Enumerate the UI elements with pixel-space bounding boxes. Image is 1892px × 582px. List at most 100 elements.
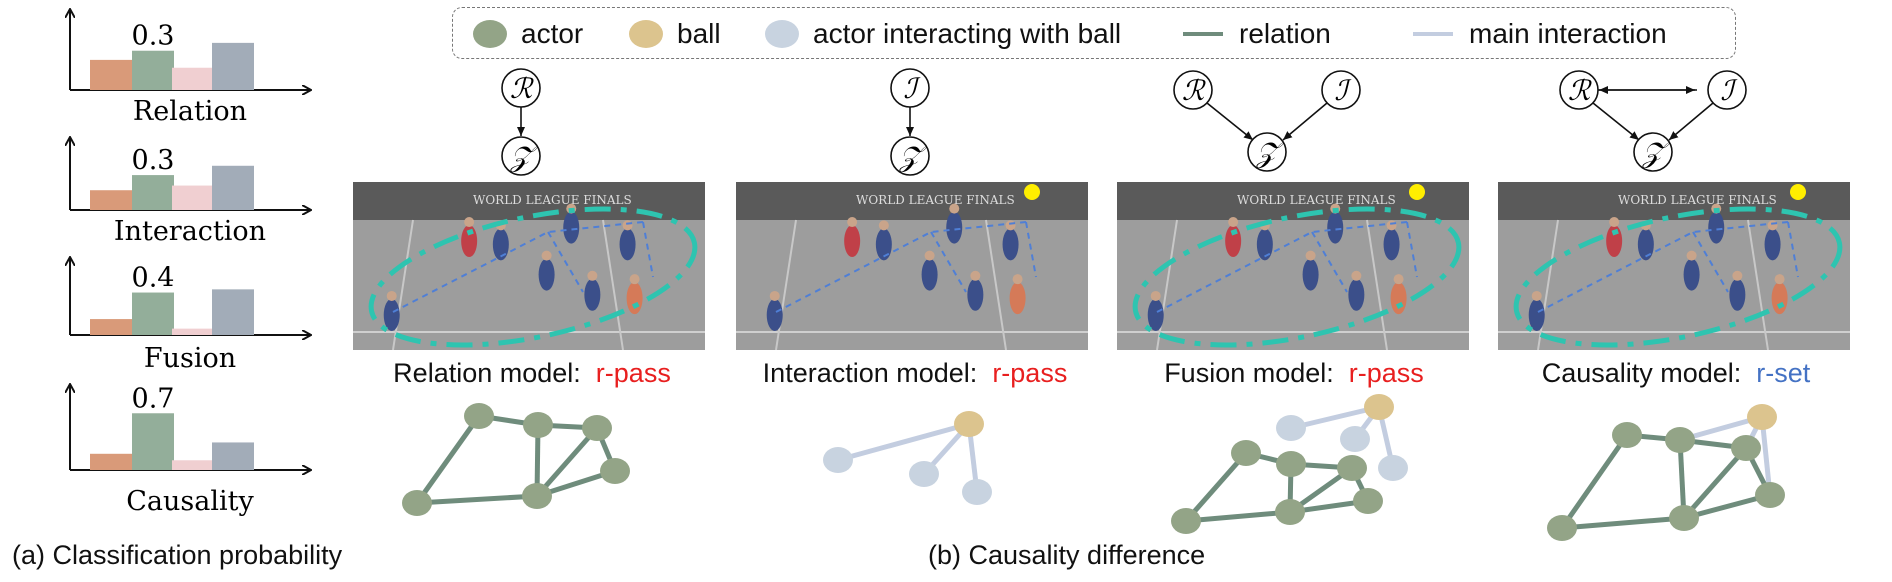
- interacting-actor-node: [962, 479, 992, 505]
- model-prediction: r-set: [1756, 358, 1811, 388]
- legend-item-ball: ball: [629, 8, 721, 60]
- video-frame-3: WORLD LEAGUE FINALS: [1498, 182, 1850, 350]
- bar: [212, 165, 254, 210]
- interacting-actor-node: [1378, 455, 1408, 481]
- node-r-label: ℛ: [510, 72, 534, 105]
- actor-node: [1275, 499, 1305, 525]
- bar: [172, 460, 214, 470]
- interacting-actor-dot-icon: [765, 20, 799, 48]
- bar-chart-1: 0.3 Interaction: [70, 138, 310, 247]
- actor-dot-icon: [473, 20, 507, 48]
- node-r: [501, 68, 541, 108]
- model-label-interaction: Interaction model: r-pass: [763, 358, 1068, 389]
- ball-node: [954, 411, 984, 437]
- interaction-graphs: [402, 394, 1785, 541]
- legend-item-relation: relation: [1183, 8, 1331, 60]
- actor-node: [1731, 435, 1761, 461]
- court-scene: WORLD LEAGUE FINALS: [353, 182, 705, 350]
- bar-chart-3: 0.7 Causality: [70, 383, 310, 517]
- video-frame-2: WORLD LEAGUE FINALS: [1117, 182, 1469, 350]
- bar: [132, 175, 174, 210]
- main-interaction-line-icon: [1413, 32, 1453, 36]
- svg-text:WORLD LEAGUE FINALS: WORLD LEAGUE FINALS: [856, 193, 1015, 207]
- model-name: Interaction model:: [762, 358, 978, 388]
- node-r: [1173, 70, 1213, 110]
- actor-node: [1231, 440, 1261, 466]
- ball-node: [1747, 404, 1777, 430]
- model-prediction: r-pass: [1348, 358, 1424, 388]
- node-z: [1633, 132, 1673, 172]
- legend: actor ball actor interacting with ball r…: [452, 7, 1736, 59]
- legend-label: ball: [677, 18, 721, 49]
- svg-text:WORLD LEAGUE FINALS: WORLD LEAGUE FINALS: [1237, 193, 1396, 207]
- ball-node: [1364, 394, 1394, 420]
- actor-node: [1337, 455, 1367, 481]
- actor-node: [1612, 422, 1642, 448]
- actor-node: [1755, 482, 1785, 508]
- bar: [132, 413, 174, 470]
- node-r-label: ℛ: [1568, 74, 1592, 107]
- node-i: [1707, 70, 1747, 110]
- actor-node: [1353, 488, 1383, 514]
- causal-graph-fusion: ℛ ℐ 𝒵: [1173, 70, 1361, 172]
- model-label-causality: Causality model: r-set: [1542, 358, 1811, 389]
- causal-graph-interaction: ℐ 𝒵: [890, 68, 930, 176]
- graph-fusion: [1171, 394, 1408, 534]
- court-scene: WORLD LEAGUE FINALS: [1498, 182, 1850, 350]
- bar: [90, 190, 132, 210]
- bar: [212, 442, 254, 470]
- video-frame-0: WORLD LEAGUE FINALS: [353, 182, 705, 350]
- model-name: Causality model:: [1541, 358, 1742, 388]
- actor-node: [522, 483, 552, 509]
- bar: [90, 59, 132, 90]
- bar: [212, 289, 254, 335]
- probability-charts: 0.3 Relation 0.3 Interaction 0.4 Fusion 0.7 Cau…: [0, 0, 330, 517]
- interacting-actor-node: [1340, 426, 1370, 452]
- actor-node: [1276, 451, 1306, 477]
- edge-r-z: [1206, 102, 1254, 141]
- legend-item-actor-interacting: actor interacting with ball: [765, 8, 1121, 60]
- causal-graph-relation: ℛ 𝒵: [501, 68, 541, 176]
- model-label-fusion: Fusion model: r-pass: [1164, 358, 1424, 389]
- graph-interaction: [837, 421, 980, 493]
- relation-line-icon: [1183, 32, 1223, 36]
- model-label-relation: Relation model: r-pass: [393, 358, 671, 389]
- ball-dot-icon: [629, 20, 663, 48]
- actor-node: [600, 458, 630, 484]
- bar: [90, 319, 132, 335]
- actor-node: [1669, 505, 1699, 531]
- actor-node: [582, 415, 612, 441]
- legend-label: actor: [521, 18, 584, 49]
- actor-node: [402, 490, 432, 516]
- data-label: 0.4: [132, 263, 175, 294]
- actor-node: [523, 412, 553, 438]
- data-label: 0.3: [132, 145, 175, 176]
- node-z: [890, 136, 930, 176]
- causal-graph-causality: ℛ ℐ 𝒵: [1559, 70, 1747, 172]
- graph-causality: [1547, 404, 1785, 541]
- chart-title: Fusion: [144, 343, 236, 374]
- causal-graphs: ℛ 𝒵 ℐ 𝒵 ℛ ℐ 𝒵 ℛ ℐ 𝒵: [501, 68, 1747, 176]
- data-label: 0.3: [132, 21, 175, 52]
- actor-node: [464, 403, 494, 429]
- graph-interaction-nodes: [823, 411, 992, 505]
- legend-item-main-interaction: main interaction: [1413, 8, 1667, 60]
- data-label: 0.7: [132, 383, 175, 414]
- bar: [172, 67, 214, 90]
- interacting-actor-node: [1276, 415, 1306, 441]
- graph-relation-nodes: [402, 403, 630, 516]
- caption-classification-probability: (a) Classification probability: [12, 540, 343, 570]
- edge-i-z: [1668, 102, 1714, 141]
- legend-label: relation: [1239, 18, 1331, 49]
- node-i: [1321, 70, 1361, 110]
- edge-i-z: [1282, 102, 1328, 141]
- model-prediction: r-pass: [595, 358, 671, 388]
- video-frame-1: WORLD LEAGUE FINALS: [736, 182, 1088, 350]
- bar: [212, 42, 254, 90]
- bar: [90, 453, 132, 470]
- bar: [172, 185, 214, 210]
- chart-title: Causality: [126, 486, 254, 517]
- svg-text:WORLD LEAGUE FINALS: WORLD LEAGUE FINALS: [473, 193, 632, 207]
- actor-node: [1171, 508, 1201, 534]
- chart-title: Relation: [133, 96, 247, 127]
